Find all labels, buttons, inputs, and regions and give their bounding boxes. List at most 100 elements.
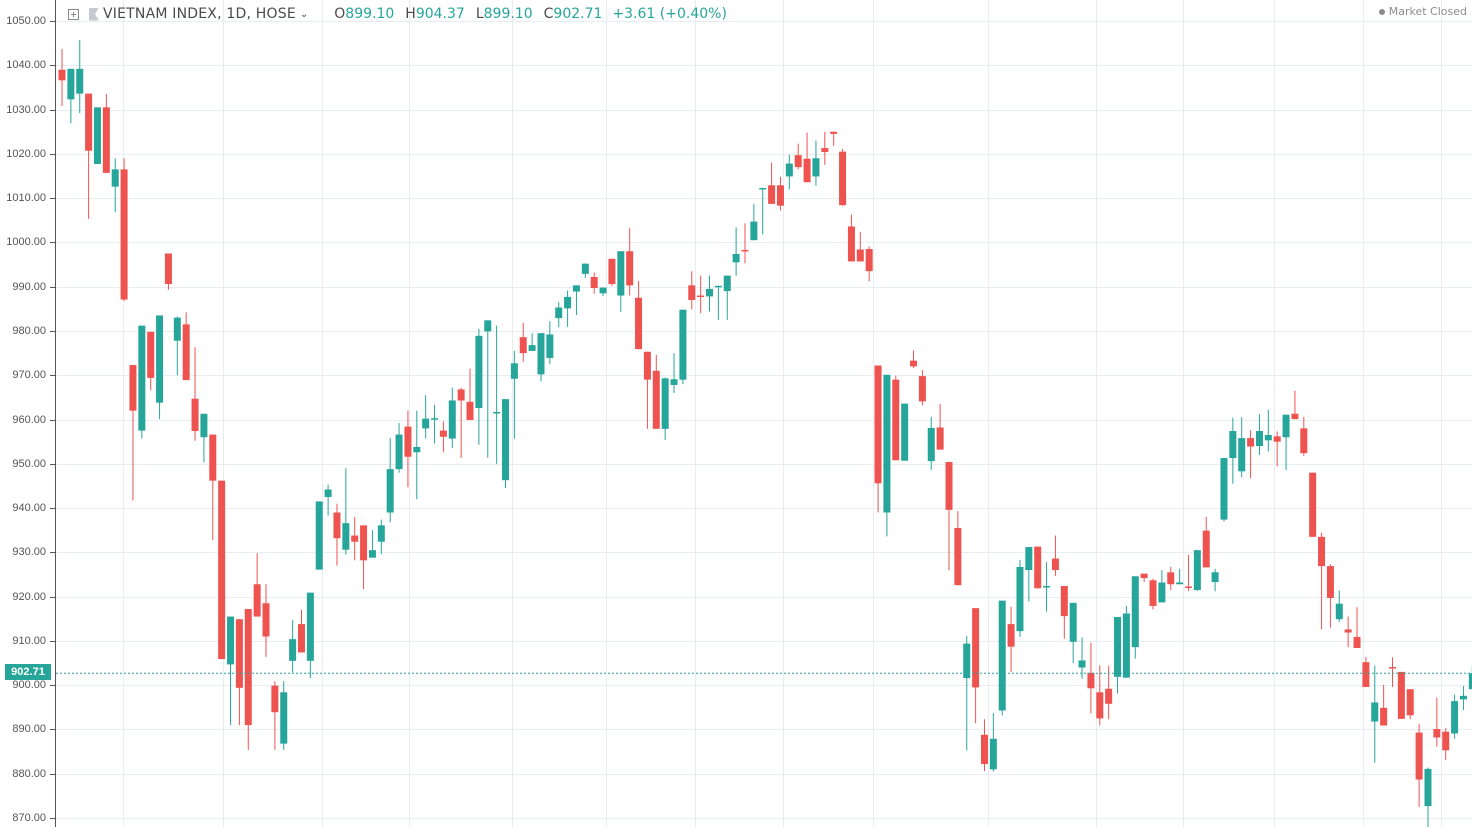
candle[interactable]	[67, 68, 75, 100]
chevron-down-icon[interactable]: ⌄	[299, 8, 309, 20]
candle[interactable]	[404, 426, 412, 457]
candle[interactable]	[572, 285, 580, 292]
candle[interactable]	[1140, 573, 1148, 579]
candle[interactable]	[723, 275, 731, 292]
candle[interactable]	[209, 434, 217, 481]
candle[interactable]	[156, 315, 164, 403]
candle[interactable]	[936, 427, 944, 450]
candle[interactable]	[1291, 413, 1299, 420]
candle[interactable]	[1149, 580, 1157, 606]
candle[interactable]	[706, 288, 714, 297]
candle[interactable]	[564, 296, 572, 309]
candle[interactable]	[537, 333, 545, 375]
candle[interactable]	[714, 285, 722, 288]
candle[interactable]	[856, 249, 864, 262]
candle[interactable]	[244, 609, 252, 726]
candle[interactable]	[289, 639, 297, 661]
candle[interactable]	[333, 512, 341, 539]
candle[interactable]	[688, 285, 696, 300]
candle[interactable]	[147, 331, 155, 378]
candle[interactable]	[280, 692, 288, 744]
candle[interactable]	[1220, 458, 1228, 520]
candle[interactable]	[918, 376, 926, 402]
candle[interactable]	[1131, 576, 1139, 648]
candle[interactable]	[839, 151, 847, 206]
candle[interactable]	[608, 258, 616, 285]
candle[interactable]	[431, 418, 439, 420]
candle[interactable]	[1176, 582, 1184, 585]
candle[interactable]	[502, 399, 509, 481]
candle[interactable]	[102, 107, 110, 173]
candle[interactable]	[297, 624, 305, 653]
candle[interactable]	[173, 317, 181, 341]
candle[interactable]	[989, 738, 997, 770]
candle[interactable]	[803, 158, 811, 183]
candle[interactable]	[475, 335, 483, 409]
candle[interactable]	[1318, 536, 1326, 567]
candle[interactable]	[874, 365, 882, 484]
candle[interactable]	[76, 68, 84, 94]
candle[interactable]	[1459, 695, 1467, 700]
candle[interactable]	[1433, 729, 1441, 738]
candle[interactable]	[1167, 572, 1175, 585]
candle[interactable]	[599, 287, 607, 294]
candle[interactable]	[510, 363, 518, 379]
candle[interactable]	[812, 158, 820, 177]
candle[interactable]	[1025, 547, 1033, 571]
candle[interactable]	[360, 525, 368, 561]
flag-icon[interactable]	[89, 7, 99, 21]
candle[interactable]	[679, 309, 687, 380]
candle[interactable]	[1344, 629, 1352, 633]
candle[interactable]	[643, 351, 651, 380]
candle[interactable]	[227, 616, 235, 665]
candle[interactable]	[1229, 431, 1237, 459]
candle[interactable]	[413, 446, 421, 453]
candle[interactable]	[1087, 672, 1095, 689]
candle[interactable]	[1389, 667, 1396, 669]
candle[interactable]	[865, 249, 873, 272]
expand-plus-icon[interactable]	[68, 8, 79, 20]
candle[interactable]	[732, 253, 740, 263]
candle[interactable]	[85, 93, 93, 151]
candle[interactable]	[661, 378, 669, 429]
candle[interactable]	[652, 370, 660, 429]
candle[interactable]	[457, 389, 465, 401]
candle[interactable]	[262, 603, 270, 637]
candle[interactable]	[235, 619, 243, 688]
candle[interactable]	[555, 307, 563, 319]
candle[interactable]	[1468, 673, 1472, 690]
candle[interactable]	[892, 379, 900, 461]
candle[interactable]	[1415, 732, 1423, 780]
candle[interactable]	[1034, 546, 1042, 589]
candle[interactable]	[395, 434, 403, 470]
candle[interactable]	[1114, 617, 1122, 677]
candle[interactable]	[93, 107, 101, 165]
candle[interactable]	[927, 427, 935, 462]
candle[interactable]	[1371, 702, 1379, 722]
candle[interactable]	[972, 608, 980, 688]
candle[interactable]	[1193, 550, 1201, 590]
candle[interactable]	[306, 592, 314, 661]
candle[interactable]	[484, 320, 492, 332]
candle[interactable]	[182, 324, 190, 381]
candle[interactable]	[120, 169, 128, 300]
candle[interactable]	[1300, 428, 1308, 454]
candle[interactable]	[1255, 431, 1263, 447]
candle[interactable]	[1184, 586, 1192, 588]
candle[interactable]	[200, 413, 208, 438]
candle[interactable]	[998, 600, 1006, 711]
candle[interactable]	[830, 131, 838, 134]
candle[interactable]	[785, 163, 793, 177]
candle[interactable]	[351, 535, 359, 542]
candle[interactable]	[324, 489, 332, 498]
candle[interactable]	[945, 462, 953, 510]
candle[interactable]	[1016, 566, 1024, 632]
candle[interactable]	[697, 295, 705, 298]
candle[interactable]	[1096, 692, 1104, 719]
candle[interactable]	[1043, 586, 1051, 588]
candle[interactable]	[1105, 688, 1113, 704]
candle[interactable]	[111, 169, 119, 187]
candle[interactable]	[750, 221, 758, 241]
candle[interactable]	[1122, 613, 1130, 678]
